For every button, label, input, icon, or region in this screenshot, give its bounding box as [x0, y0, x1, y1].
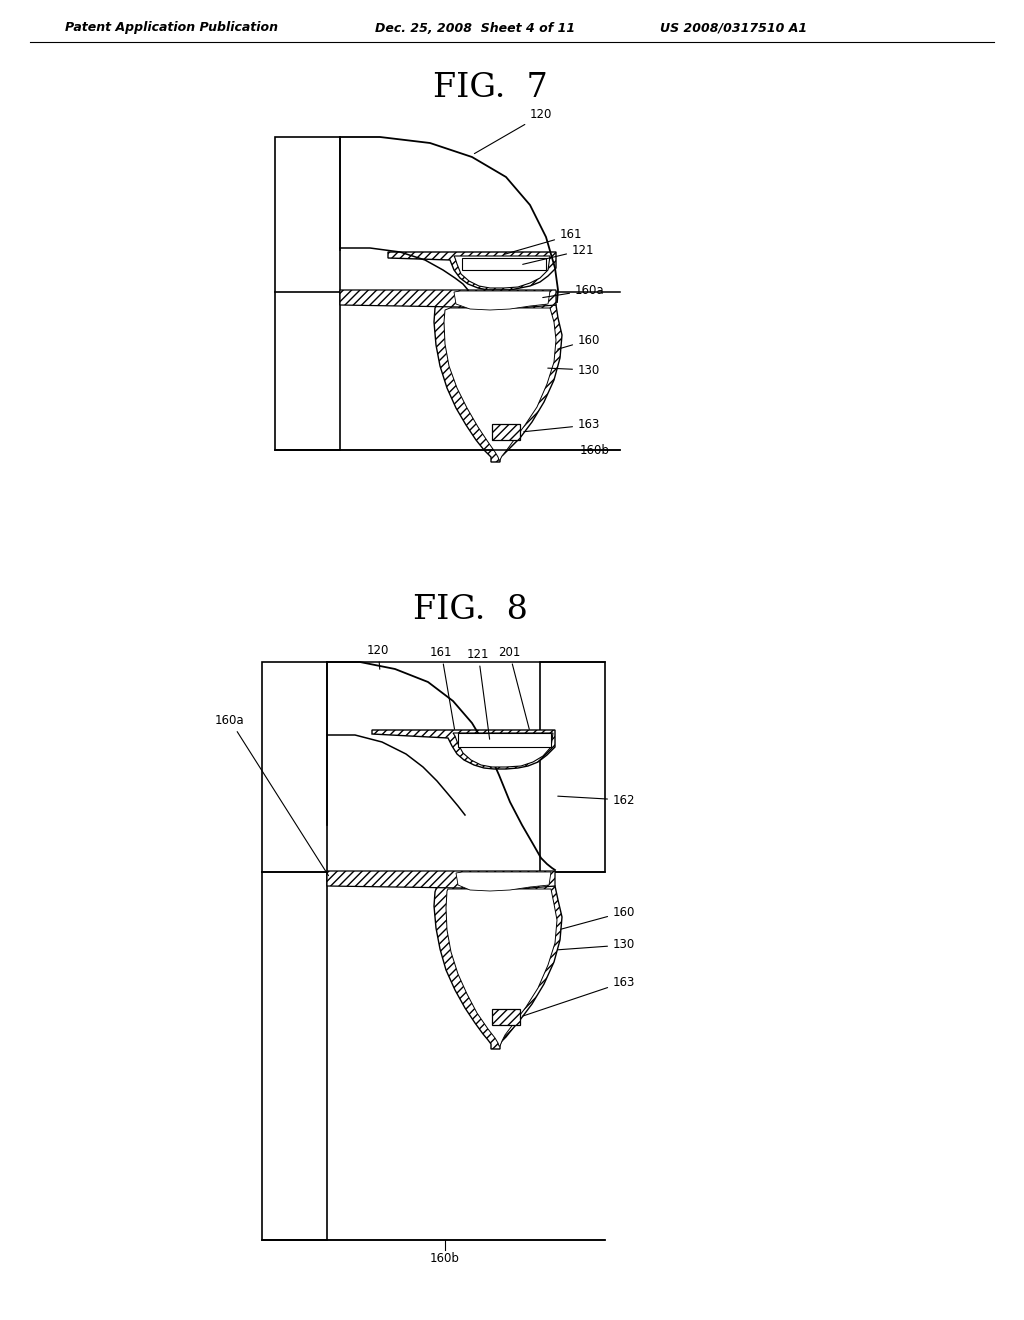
- Polygon shape: [454, 290, 550, 310]
- Text: 161: 161: [430, 645, 455, 729]
- Text: 163: 163: [522, 975, 635, 1016]
- Polygon shape: [275, 137, 340, 450]
- Text: 120: 120: [367, 644, 389, 669]
- Text: 121: 121: [522, 243, 595, 264]
- Polygon shape: [453, 733, 553, 767]
- Polygon shape: [434, 886, 562, 1049]
- Polygon shape: [454, 256, 550, 288]
- Text: 160b: 160b: [430, 1251, 460, 1265]
- Text: Patent Application Publication: Patent Application Publication: [65, 21, 278, 34]
- Polygon shape: [434, 305, 562, 462]
- Polygon shape: [444, 308, 556, 459]
- Text: 201: 201: [498, 645, 529, 730]
- Text: Dec. 25, 2008  Sheet 4 of 11: Dec. 25, 2008 Sheet 4 of 11: [375, 21, 575, 34]
- Polygon shape: [462, 257, 546, 271]
- Text: FIG.  8: FIG. 8: [413, 594, 527, 626]
- Text: 160b: 160b: [580, 444, 610, 457]
- Polygon shape: [340, 290, 556, 310]
- Text: 130: 130: [548, 363, 600, 376]
- Text: 160: 160: [558, 334, 600, 350]
- Polygon shape: [458, 733, 551, 747]
- Text: US 2008/0317510 A1: US 2008/0317510 A1: [660, 21, 807, 34]
- Text: 162: 162: [558, 793, 636, 807]
- Polygon shape: [446, 888, 557, 1045]
- Polygon shape: [492, 1008, 520, 1026]
- Polygon shape: [262, 663, 327, 1239]
- Polygon shape: [372, 730, 555, 770]
- Text: 161: 161: [505, 228, 583, 255]
- Polygon shape: [540, 663, 605, 873]
- Text: 120: 120: [474, 108, 552, 153]
- Text: FIG.  7: FIG. 7: [432, 73, 548, 104]
- Polygon shape: [456, 873, 551, 891]
- Polygon shape: [388, 252, 556, 290]
- Text: 160a: 160a: [543, 284, 604, 297]
- Text: 163: 163: [523, 418, 600, 432]
- Text: 130: 130: [558, 939, 635, 952]
- Text: 160: 160: [561, 906, 635, 929]
- Polygon shape: [492, 424, 520, 440]
- Text: 160a: 160a: [215, 714, 329, 875]
- Polygon shape: [327, 871, 555, 891]
- Text: 121: 121: [467, 648, 489, 739]
